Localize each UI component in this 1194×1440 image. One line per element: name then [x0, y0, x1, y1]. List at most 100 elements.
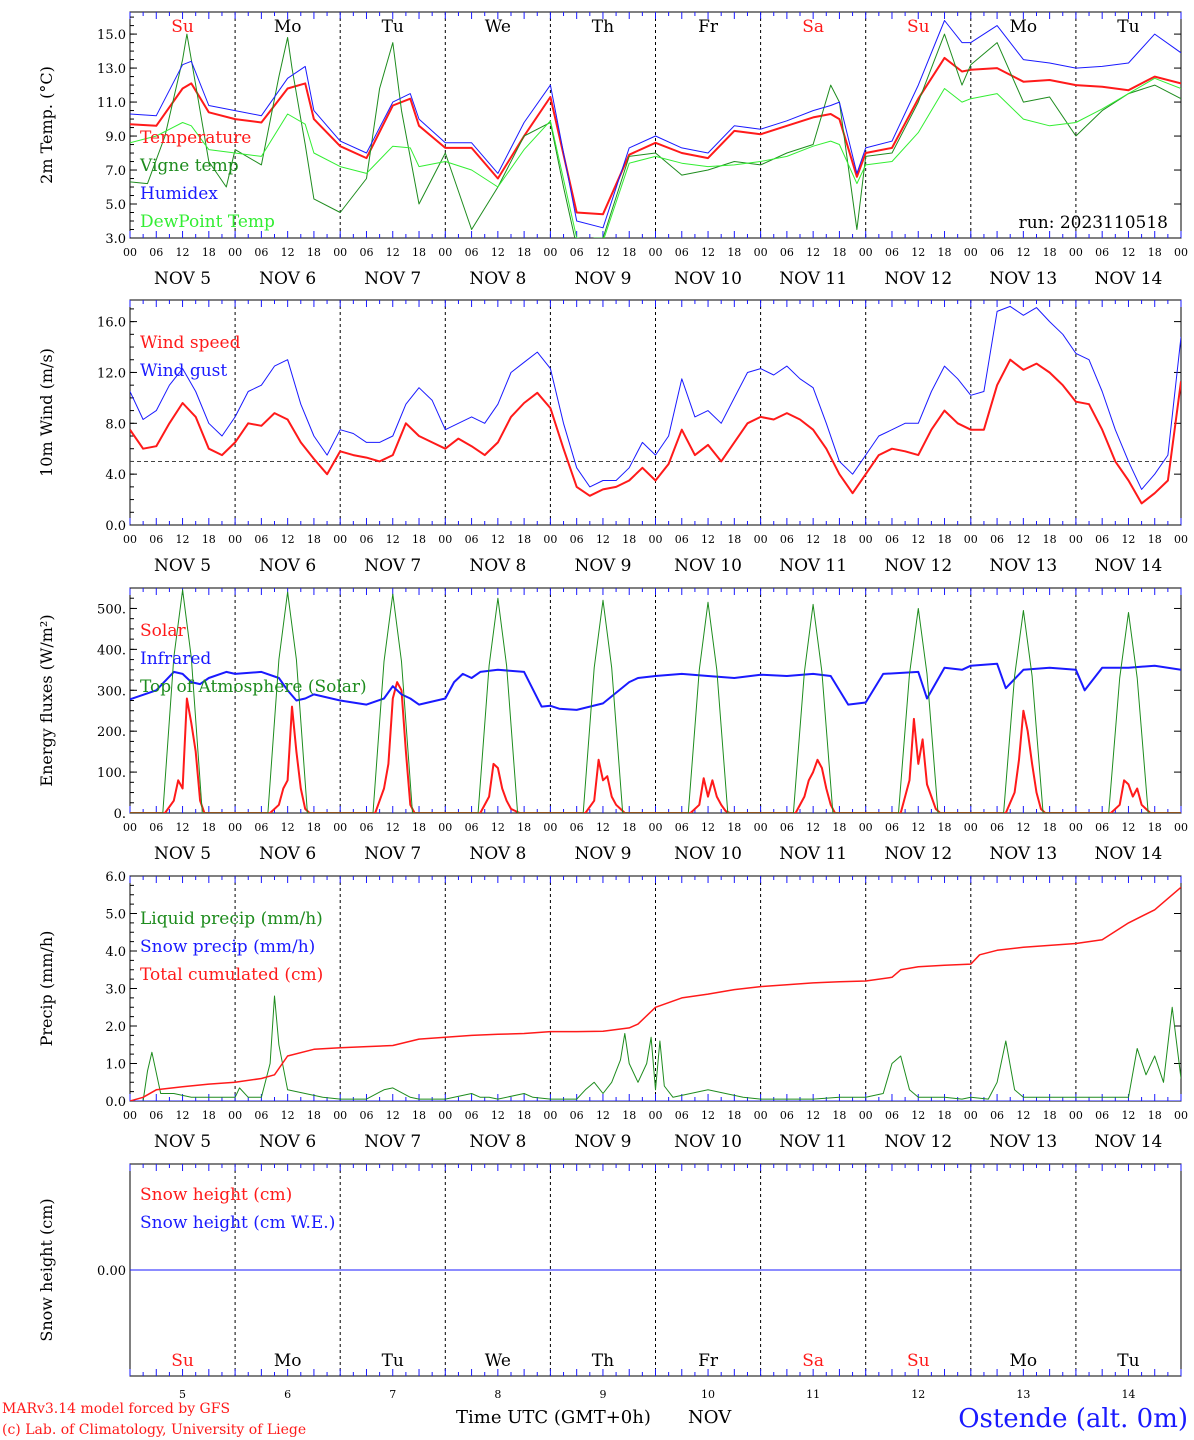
month-label: NOV — [688, 1407, 732, 1428]
x-hour-label: 06 — [885, 246, 899, 259]
x-date-label: NOV 12 — [884, 269, 952, 289]
station-name: Ostende (alt. 0m) — [958, 1404, 1188, 1434]
y-tick-label: 6.0 — [105, 870, 126, 885]
day-number-label: 11 — [806, 1388, 820, 1401]
day-number-label: 10 — [701, 1388, 715, 1401]
x-hour-label: 06 — [359, 821, 373, 834]
x-date-label: NOV 8 — [469, 556, 526, 576]
x-hour-label: 18 — [938, 1109, 952, 1122]
y-tick-label: 0.00 — [97, 1264, 126, 1279]
day-number-label: 7 — [389, 1388, 396, 1401]
x-hour-label: 12 — [911, 246, 925, 259]
x-hour-label: 18 — [1043, 533, 1057, 546]
x-hour-label: 06 — [570, 821, 584, 834]
y-tick-label: 7.0 — [105, 164, 126, 179]
x-hour-label: 00 — [228, 821, 242, 834]
x-hour-label: 00 — [123, 533, 137, 546]
x-hour-label: 00 — [964, 1109, 978, 1122]
x-date-label: NOV 10 — [674, 1132, 742, 1152]
x-hour-label: 12 — [806, 533, 820, 546]
x-hour-label: 18 — [202, 246, 216, 259]
x-hour-label: 00 — [543, 1109, 557, 1122]
x-hour-label: 00 — [123, 246, 137, 259]
x-hour-label: 12 — [386, 246, 400, 259]
day-number-label: 14 — [1121, 1388, 1135, 1401]
x-hour-label: 00 — [543, 246, 557, 259]
x-hour-label: 12 — [701, 1109, 715, 1122]
series-group — [130, 886, 1181, 1101]
y-tick-label: 13.0 — [97, 62, 126, 77]
x-hour-label: 06 — [675, 533, 689, 546]
x-hour-label: 18 — [517, 821, 531, 834]
x-hour-label: 06 — [885, 821, 899, 834]
x-hour-label: 00 — [438, 533, 452, 546]
x-date-label: NOV 11 — [779, 269, 847, 289]
x-hour-label: 06 — [990, 246, 1004, 259]
x-date-label: NOV 10 — [674, 556, 742, 576]
x-hour-label: 00 — [228, 533, 242, 546]
x-hour-label: 06 — [465, 533, 479, 546]
y-axis-title: Energy fluxes (W/m²) — [37, 614, 56, 786]
x-hour-label: 18 — [832, 821, 846, 834]
x-date-label: NOV 5 — [154, 1132, 211, 1152]
x-hour-label: 18 — [202, 821, 216, 834]
x-hour-label: 00 — [543, 821, 557, 834]
x-hour-label: 12 — [596, 246, 610, 259]
legend-entry: Wind speed — [140, 333, 241, 353]
series-line-infrared — [130, 662, 1181, 711]
x-hour-label: 18 — [517, 246, 531, 259]
x-hour-label: 18 — [938, 533, 952, 546]
x-hour-label: 06 — [570, 246, 584, 259]
x-hour-label: 00 — [754, 246, 768, 259]
x-hour-label: 18 — [1148, 533, 1162, 546]
x-hour-label: 00 — [649, 533, 663, 546]
x-hour-label: 12 — [176, 821, 190, 834]
x-hour-label: 06 — [885, 1109, 899, 1122]
legend-entry: Snow height (cm) — [140, 1185, 292, 1205]
y-tick-label: 1.0 — [105, 1058, 126, 1073]
x-hour-label: 00 — [123, 1109, 137, 1122]
y-tick-label: 11.0 — [97, 96, 126, 111]
x-hour-label: 00 — [754, 533, 768, 546]
series-line-wind-gust — [130, 305, 1181, 490]
x-hour-label: 06 — [570, 1109, 584, 1122]
y-axis-title: 2m Temp. (°C) — [37, 66, 56, 184]
x-hour-label: 06 — [359, 1109, 373, 1122]
day-name-label: Fr — [698, 17, 719, 37]
x-hour-label: 06 — [1095, 246, 1109, 259]
x-hour-label: 00 — [333, 1109, 347, 1122]
x-hour-label: 00 — [543, 533, 557, 546]
x-hour-label: 18 — [202, 533, 216, 546]
x-hour-label: 00 — [1174, 246, 1188, 259]
day-name-label: Fr — [698, 1351, 719, 1371]
day-name-label: We — [485, 1351, 511, 1371]
x-hour-label: 00 — [754, 821, 768, 834]
day-name-label: Su — [171, 1351, 194, 1371]
x-hour-label: 00 — [333, 246, 347, 259]
y-tick-label: 5.0 — [105, 908, 126, 923]
series-line-vigne-temp — [130, 33, 1181, 238]
x-hour-label: 18 — [622, 821, 636, 834]
x-hour-label: 18 — [832, 246, 846, 259]
x-hour-label: 12 — [596, 1109, 610, 1122]
x-date-label: NOV 14 — [1095, 269, 1163, 289]
x-date-label: NOV 13 — [989, 844, 1057, 864]
x-hour-label: 06 — [254, 1109, 268, 1122]
panel-wind: 0.0 4.0 8.0 12.0 16.0 10m Wind (m/s) 00 06 12 18 0… — [37, 299, 1188, 576]
x-hour-label: 18 — [832, 1109, 846, 1122]
x-hour-label: 06 — [570, 533, 584, 546]
x-hour-label: 06 — [675, 246, 689, 259]
x-hour-label: 00 — [438, 821, 452, 834]
x-hour-label: 18 — [1043, 821, 1057, 834]
legend-entry: DewPoint Temp — [140, 212, 275, 232]
x-hour-label: 06 — [254, 821, 268, 834]
day-name-label: Th — [592, 17, 614, 37]
x-hour-label: 18 — [307, 821, 321, 834]
x-hour-label: 12 — [1016, 1109, 1030, 1122]
x-hour-label: 12 — [911, 821, 925, 834]
x-hour-label: 12 — [281, 246, 295, 259]
x-hour-label: 12 — [596, 821, 610, 834]
y-tick-label: 500. — [97, 602, 126, 617]
x-hour-label: 00 — [1174, 533, 1188, 546]
x-hour-label: 06 — [254, 533, 268, 546]
